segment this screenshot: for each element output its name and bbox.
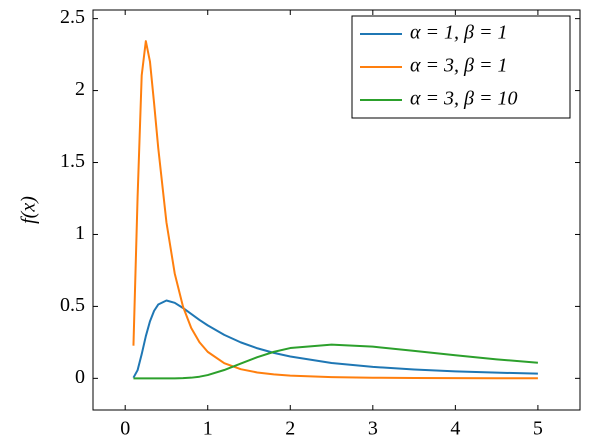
series-line (133, 343, 538, 380)
y-tick-label: 2.5 (60, 6, 85, 28)
x-tick-label: 5 (533, 418, 543, 440)
y-axis-label: f(x) (18, 196, 40, 224)
x-tick-label: 0 (120, 418, 130, 440)
legend-label: α = 3, β = 10 (410, 88, 517, 110)
plot-frame (92, 9, 581, 411)
series-line (132, 40, 538, 380)
x-tick-label: 4 (450, 418, 460, 440)
y-tick-label: 1.5 (60, 150, 85, 172)
y-tick-label: 0 (75, 366, 85, 388)
legend-label: α = 3, β = 1 (410, 55, 507, 77)
legend-label: α = 1, β = 1 (410, 22, 507, 44)
x-tick-label: 1 (203, 418, 213, 440)
y-tick-label: 0.5 (60, 294, 85, 316)
series-line (132, 299, 538, 379)
x-tick-label: 2 (285, 418, 295, 440)
y-tick-label: 1 (75, 222, 85, 244)
x-tick-label: 3 (368, 418, 378, 440)
y-tick-label: 2 (75, 78, 85, 100)
